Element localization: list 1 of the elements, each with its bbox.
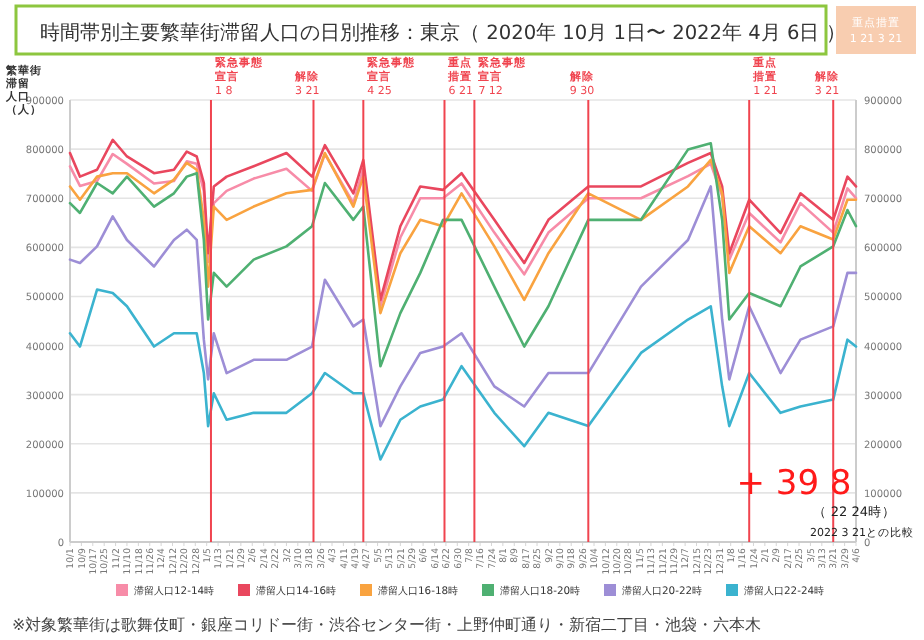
text: ※対象繁華街は歌舞伎町・銀座コリドー街・渋谷センター街・上野仲町通り・新宿二丁目・池袋・六本木 [12, 616, 762, 634]
